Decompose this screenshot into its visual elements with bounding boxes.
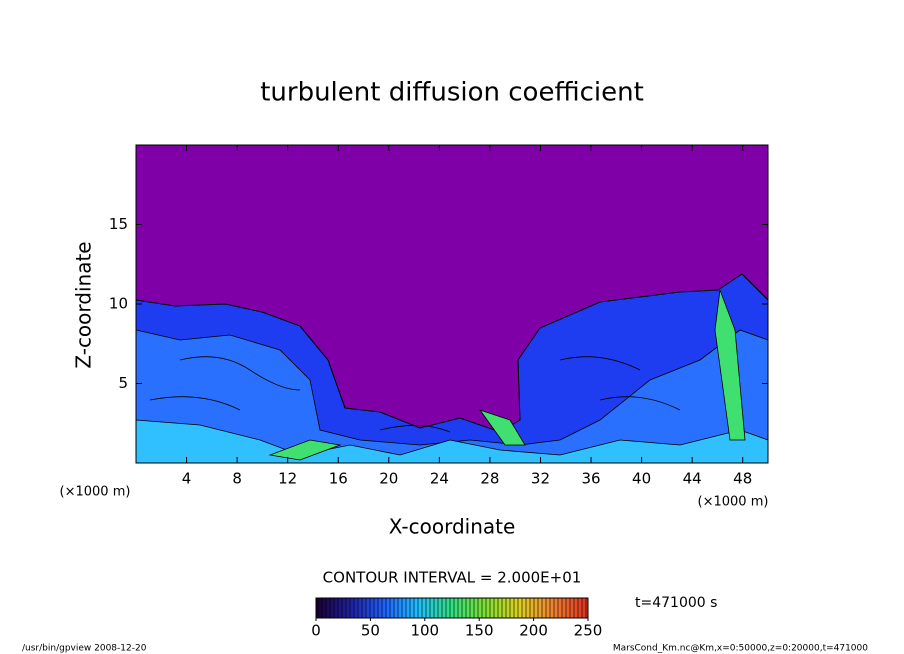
x-tick-label: 44 xyxy=(683,470,702,488)
x-axis-label: X-coordinate xyxy=(389,515,516,539)
x-tick-label: 8 xyxy=(232,470,242,488)
colorbar-tick-label: 250 xyxy=(574,622,603,640)
colorbar-tick-label: 200 xyxy=(519,622,548,640)
x-tick-label: 12 xyxy=(278,470,297,488)
y-unit-label: (×1000 m) xyxy=(60,485,131,500)
y-tick-label: 5 xyxy=(118,374,128,392)
field xyxy=(136,145,768,463)
contour-note: CONTOUR INTERVAL = 2.000E+01 xyxy=(323,569,582,587)
x-tick-label: 16 xyxy=(329,470,348,488)
y-tick-label: 15 xyxy=(109,215,128,233)
y-tick-label: 10 xyxy=(109,295,128,313)
colorbar-tick-label: 150 xyxy=(465,622,494,640)
colorbar-tick-label: 0 xyxy=(311,622,321,640)
x-tick-label: 32 xyxy=(531,470,550,488)
footer-left: /usr/bin/gpview 2008-12-20 xyxy=(22,644,147,654)
x-tick-label: 4 xyxy=(182,470,192,488)
x-tick-label: 28 xyxy=(480,470,499,488)
footer-right: MarsCond_Km.nc@Km,x=0:50000,z=0:20000,t=… xyxy=(613,644,868,654)
y-axis-label: Z-coordinate xyxy=(72,241,96,368)
x-tick-label: 48 xyxy=(733,470,752,488)
time-note: t=471000 s xyxy=(635,595,717,611)
x-unit-label: (×1000 m) xyxy=(698,495,769,510)
contour-line xyxy=(149,356,681,433)
colorbar-tick-label: 100 xyxy=(410,622,439,640)
colorbar xyxy=(315,597,589,619)
x-tick-label: 24 xyxy=(430,470,449,488)
field-region xyxy=(268,289,746,461)
x-tick-label: 36 xyxy=(581,470,600,488)
field-region xyxy=(136,419,768,463)
x-tick-label: 20 xyxy=(379,470,398,488)
colorbar-tick-label: 50 xyxy=(361,622,380,640)
x-tick-label: 40 xyxy=(632,470,651,488)
chart-title: turbulent diffusion coefficient xyxy=(260,78,644,108)
